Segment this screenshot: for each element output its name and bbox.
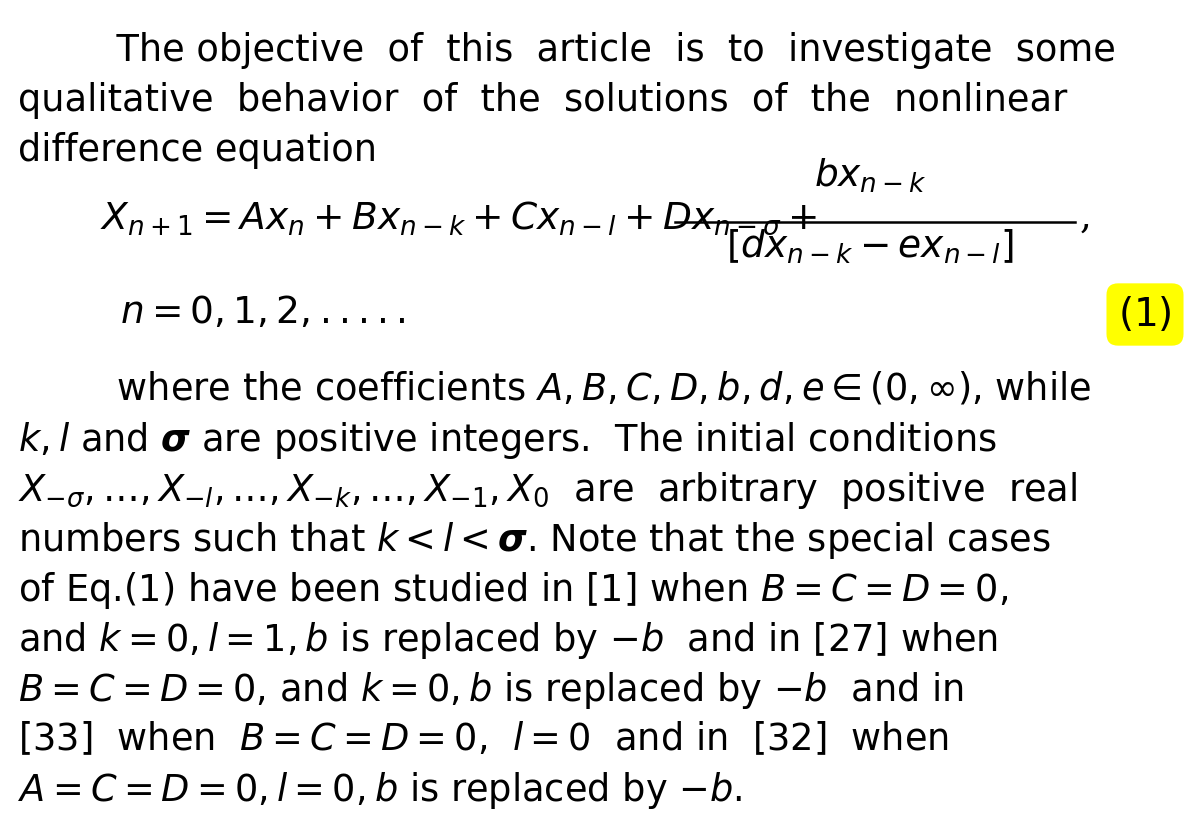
Text: where the coefficients $A, B, C, D, b, d, e \in (0, \infty)$, while: where the coefficients $A, B, C, D, b, d… (70, 370, 1091, 407)
Text: $[dx_{n-k} - ex_{n-l}]$: $[dx_{n-k} - ex_{n-l}]$ (726, 228, 1014, 267)
Text: $A = C = D = 0, l = 0, b$ is replaced by $- b$.: $A = C = D = 0, l = 0, b$ is replaced by… (18, 770, 743, 811)
Text: difference equation: difference equation (18, 132, 377, 169)
Text: numbers such that $k < l < \boldsymbol{\sigma}$. Note that the special cases: numbers such that $k < l < \boldsymbol{\… (18, 520, 1051, 561)
Text: $B = C = D = 0$, and $k = 0, b$ is replaced by $- b$  and in: $B = C = D = 0$, and $k = 0, b$ is repla… (18, 670, 964, 711)
Text: ,: , (1080, 200, 1092, 236)
Text: $[33]$  when  $B = C = D = 0$,  $l = 0$  and in  $[32]$  when: $[33]$ when $B = C = D = 0$, $l = 0$ and… (18, 720, 949, 758)
Text: $X_{n+1} = Ax_n + Bx_{n-k} + Cx_{n-l} + Dx_{n-\sigma} +$: $X_{n+1} = Ax_n + Bx_{n-k} + Cx_{n-l} + … (100, 199, 817, 237)
Text: $(1)$: $(1)$ (1118, 295, 1172, 334)
Text: qualitative  behavior  of  the  solutions  of  the  nonlinear: qualitative behavior of the solutions of… (18, 82, 1067, 119)
Text: of Eq.(1) have been studied in $[1]$ when $B = C = D = 0$,: of Eq.(1) have been studied in $[1]$ whe… (18, 570, 1008, 611)
Text: $X_{-\sigma},\ldots, X_{-l},\ldots, X_{-k}, \ldots, X_{-1}, X_0$  are  arbitrary: $X_{-\sigma},\ldots, X_{-l},\ldots, X_{-… (18, 470, 1078, 511)
Text: and $k = 0, l = 1, b$ is replaced by $- b$  and in $[27]$ when: and $k = 0, l = 1, b$ is replaced by $- … (18, 620, 998, 661)
Text: $bx_{n-k}$: $bx_{n-k}$ (814, 157, 926, 195)
Text: $n = 0, 1, 2, .....$: $n = 0, 1, 2, .....$ (120, 295, 406, 331)
Text: The objective  of  this  article  is  to  investigate  some: The objective of this article is to inve… (70, 32, 1116, 69)
Text: $k, l$ and $\boldsymbol{\sigma}$ are positive integers.  The initial conditions: $k, l$ and $\boldsymbol{\sigma}$ are pos… (18, 420, 997, 461)
